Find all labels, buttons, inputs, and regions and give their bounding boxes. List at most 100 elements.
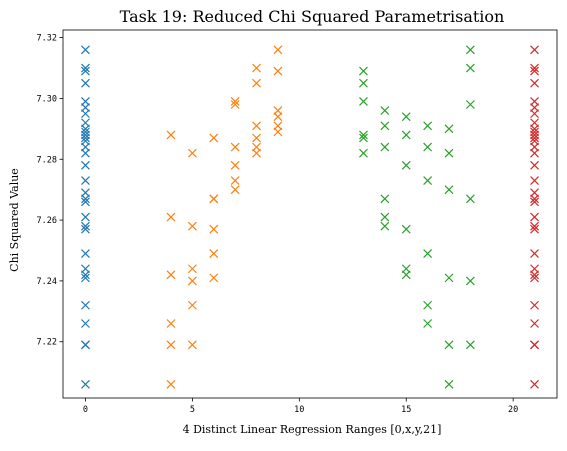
data-point [187,221,197,231]
data-point [166,379,176,389]
data-point [359,97,368,106]
y-tick-label: 7.26 [37,216,57,226]
series-4 [530,45,539,389]
data-point [530,224,539,234]
data-point [230,142,240,152]
data-point [81,340,90,350]
x-axis-label: 4 Distinct Linear Regression Ranges [0,x… [183,423,442,436]
series-2 [166,45,283,389]
data-point [530,300,539,310]
y-tick-label: 7.30 [37,94,57,104]
data-point [81,221,90,231]
data-point [359,78,368,88]
data-point [230,176,240,185]
data-point [209,249,219,258]
data-point [81,176,90,185]
data-point [81,300,90,310]
data-point [444,148,454,158]
data-point [81,319,90,328]
data-point [81,249,90,258]
data-point [166,130,176,140]
data-point [187,340,197,350]
data-point [444,185,454,195]
data-point [81,379,90,389]
data-point [252,78,261,88]
data-point [465,340,475,350]
data-point [444,340,454,350]
data-point [530,176,539,185]
data-point [530,319,539,328]
data-point [209,133,219,143]
data-point [252,63,261,73]
data-point [380,142,390,152]
data-point [465,276,475,286]
data-point [401,224,411,234]
data-point [166,270,176,280]
data-point [209,224,219,234]
data-point [423,249,433,258]
data-point [423,142,433,152]
data-point [81,273,90,283]
data-point [187,264,197,274]
data-point [81,133,90,143]
data-point [530,221,539,231]
data-point [530,109,539,119]
data-point [380,212,390,222]
data-point [230,160,240,170]
data-point [209,273,219,283]
data-point [230,100,240,109]
data-point [530,78,539,88]
data-point [444,124,454,134]
y-tick-label: 7.32 [37,34,57,44]
data-point [273,66,283,76]
data-point [273,127,283,137]
data-point [401,270,411,280]
data-point [81,45,90,55]
data-point [465,45,475,55]
data-point [465,63,475,73]
data-point [530,379,539,389]
data-point [465,100,475,109]
data-point [81,197,90,207]
data-point [81,66,90,76]
x-tick-label: 5 [190,405,195,415]
data-point [423,176,433,185]
data-point [273,112,283,122]
plot-area [62,29,558,399]
data-points [81,45,539,389]
plot-frame [62,29,558,399]
data-point [166,319,176,328]
data-point [530,66,539,76]
data-point [81,160,90,170]
data-point [81,212,90,222]
data-point [530,197,539,207]
y-tick-label: 7.22 [37,338,57,348]
data-point [166,340,176,350]
x-axis: 0 5 10 15 20 [83,398,518,415]
data-point [187,148,197,158]
data-point [530,45,539,55]
data-point [230,97,240,106]
data-point [530,160,539,170]
series-3 [359,45,475,389]
data-point [359,133,368,143]
x-tick-label: 0 [83,405,88,415]
data-point [401,130,411,140]
y-tick-label: 7.24 [37,277,57,287]
data-point [359,130,368,140]
x-tick-label: 15 [401,405,411,415]
y-tick-label: 7.28 [37,155,57,165]
data-point [380,121,390,131]
data-point [252,121,261,131]
data-point [423,300,433,310]
data-point [81,270,90,280]
data-point [444,273,454,283]
data-point [81,224,90,234]
data-point [530,133,539,143]
data-point [380,106,390,116]
data-point [187,300,197,310]
data-point [359,66,368,76]
data-point [359,148,368,158]
data-point [530,340,539,350]
